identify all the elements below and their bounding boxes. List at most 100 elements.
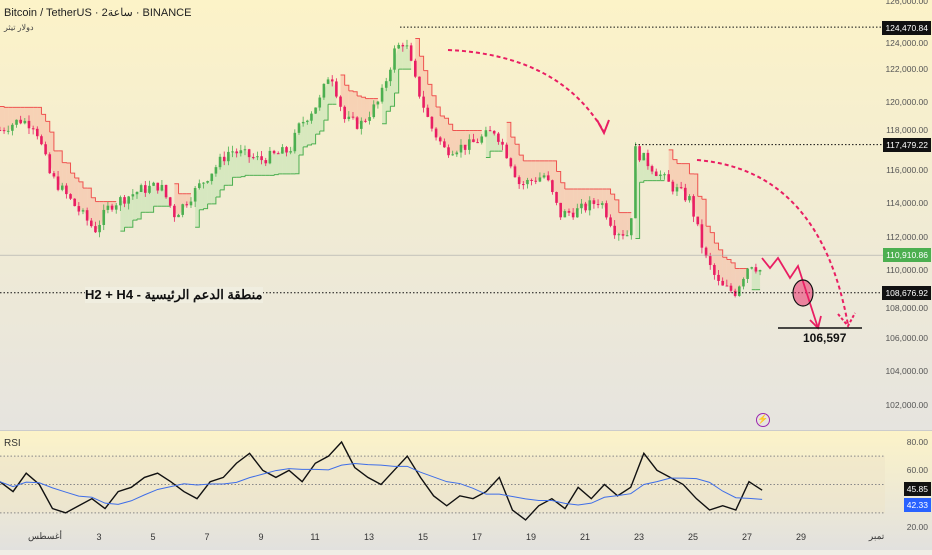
candle-body — [626, 235, 629, 236]
candle-body — [601, 203, 604, 205]
candle-body — [734, 291, 737, 296]
candle-body — [630, 218, 633, 235]
candle-body — [318, 98, 321, 108]
rsi-axis-80: 80.00 — [907, 437, 928, 447]
trend-band-fill — [490, 131, 494, 152]
time-axis-label: 17 — [472, 532, 482, 542]
candle-body — [597, 204, 600, 205]
candle-body — [289, 151, 292, 152]
price-axis-label: 118,000.00 — [886, 125, 928, 135]
candle-body — [647, 153, 650, 166]
trend-band-fill — [527, 161, 531, 182]
candle-body — [256, 156, 259, 157]
candle-body — [181, 204, 184, 215]
candle-body — [526, 180, 529, 184]
symbol-subtitle: دولار تيثر — [4, 23, 34, 32]
candle-body — [323, 84, 326, 98]
candle-body — [339, 97, 342, 107]
candle-body — [480, 136, 483, 142]
candle-body — [15, 120, 18, 125]
candle-body — [568, 211, 571, 213]
time-axis-label: تمبر — [869, 531, 884, 542]
candle-body — [750, 267, 753, 268]
candle-body — [190, 202, 193, 206]
time-axis-label: 15 — [418, 532, 428, 542]
symbol-title[interactable]: Bitcoin / TetherUS · 2ساعة · BINANCE — [4, 6, 191, 19]
candle-body — [609, 217, 612, 225]
candle-body — [98, 225, 101, 232]
candle-body — [7, 131, 10, 132]
price-axis-label: 120,000.00 — [885, 97, 928, 107]
candle-body — [202, 183, 205, 184]
trend-band-fill — [328, 80, 332, 104]
candle-body — [576, 208, 579, 217]
candle-body — [44, 144, 47, 154]
candle-body — [227, 152, 230, 161]
candle-body — [32, 128, 35, 129]
candle-body — [111, 206, 114, 210]
candle-body — [306, 121, 309, 122]
candle-body — [161, 185, 164, 191]
candle-body — [40, 136, 43, 144]
candle-body — [663, 174, 666, 175]
candle-body — [61, 186, 64, 190]
price-axis-label: 102,000.00 — [885, 400, 928, 410]
high-price-tag: 124,470.84 — [882, 21, 931, 35]
candle-body — [327, 79, 330, 83]
candle-body — [298, 123, 301, 133]
candle-body — [431, 117, 434, 129]
candle-body — [57, 176, 60, 189]
price-axis-label: 122,000.00 — [885, 64, 928, 74]
candle-body — [701, 224, 704, 247]
candle-body — [622, 234, 625, 235]
time-axis-label: 19 — [526, 532, 536, 542]
time-axis-label: 11 — [310, 532, 319, 542]
candle-body — [0, 130, 1, 131]
candle-body — [418, 77, 421, 97]
candle-body — [510, 158, 513, 166]
candle-body — [397, 45, 400, 48]
candle-body — [364, 121, 367, 122]
candle-body — [156, 183, 159, 191]
candle-body — [198, 183, 201, 188]
candle-body — [402, 45, 405, 46]
trend-band-fill — [233, 152, 237, 178]
lightning-icon[interactable]: ⚡ — [756, 413, 770, 427]
trend-band-fill — [727, 259, 731, 288]
trend-band-fill — [349, 91, 353, 118]
trend-band-fill — [4, 107, 8, 131]
candle-body — [447, 147, 450, 155]
support-price-tag: 108,676.92 — [882, 286, 931, 300]
candle-body — [343, 107, 346, 119]
candle-body — [451, 154, 454, 155]
candle-body — [414, 61, 417, 77]
trend-band-fill — [756, 269, 760, 289]
trend-band-fill — [565, 189, 569, 214]
candle-body — [389, 70, 392, 81]
candle-body — [368, 117, 371, 121]
trend-band-fill — [453, 130, 457, 154]
candle-body — [534, 181, 537, 182]
candle-body — [493, 131, 496, 134]
candle-body — [240, 150, 243, 153]
candle-body — [393, 48, 396, 69]
candle-body — [281, 147, 284, 153]
candle-body — [435, 129, 438, 138]
candle-body — [709, 256, 712, 265]
candle-body — [672, 182, 675, 192]
candle-body — [115, 205, 118, 209]
candle-body — [551, 180, 554, 192]
candle-body — [655, 172, 658, 176]
candle-body — [443, 141, 446, 147]
candle-body — [684, 188, 687, 200]
candle-body — [372, 104, 375, 117]
candle-body — [667, 174, 670, 181]
candle-body — [501, 142, 504, 145]
candle-body — [248, 149, 251, 157]
time-axis-label: 7 — [204, 532, 209, 542]
candle-body — [28, 121, 31, 128]
candle-body — [69, 194, 72, 199]
candle-body — [755, 267, 758, 271]
